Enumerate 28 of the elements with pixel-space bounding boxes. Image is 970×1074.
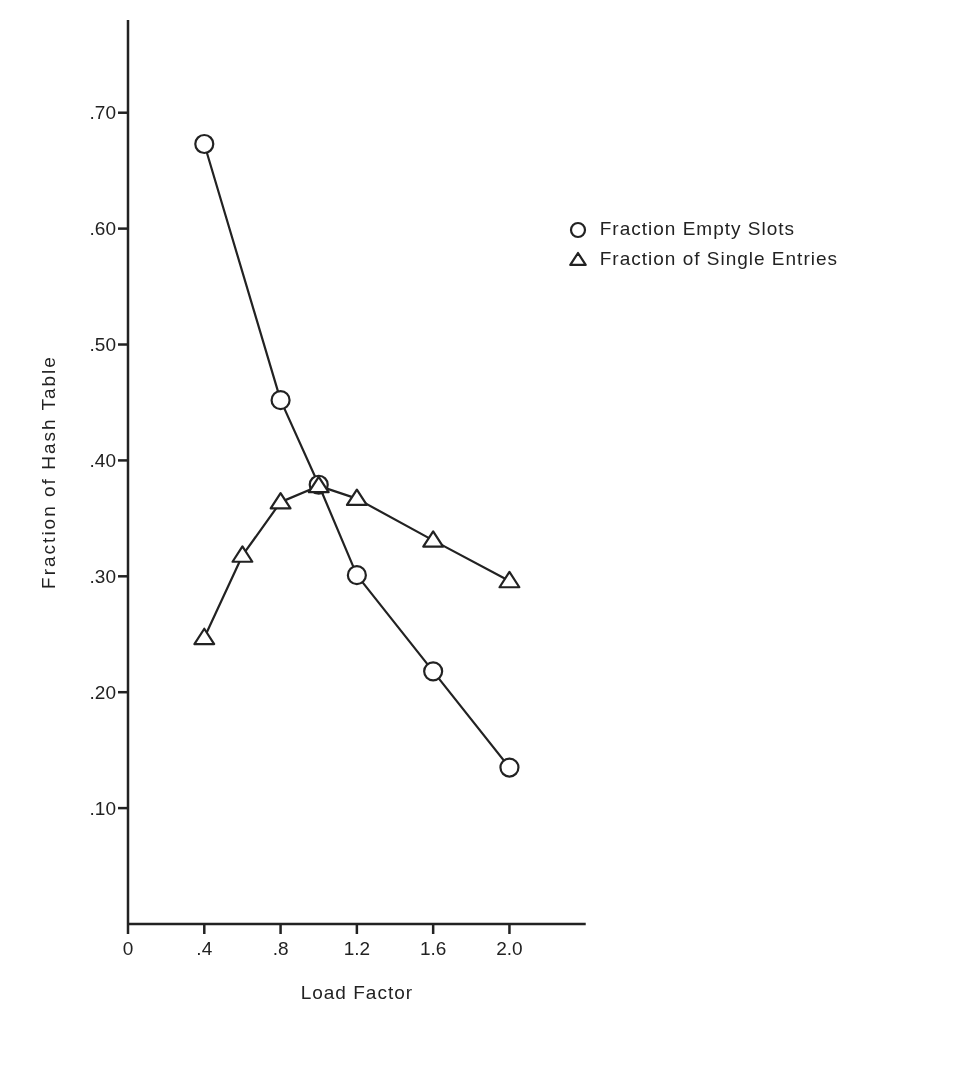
point: [194, 133, 215, 155]
point: [345, 488, 368, 507]
point: [231, 545, 254, 563]
y-axis-title: Fraction of Hash Table: [37, 355, 59, 589]
y-tick-label: .20: [89, 681, 116, 703]
point: [498, 570, 521, 589]
x-tick-label: 1.6: [419, 938, 447, 960]
point: [499, 757, 520, 778]
point: [423, 661, 444, 682]
y-tick-label: .70: [89, 102, 116, 124]
x-tick-label: 2.0: [496, 938, 523, 960]
y-tick-label: .10: [89, 797, 116, 819]
x-tick-label: 0: [122, 938, 134, 960]
x-tick-label: .8: [272, 938, 289, 960]
point: [269, 492, 292, 510]
x-tick-label: .4: [196, 938, 213, 960]
point: [346, 565, 367, 586]
legend-label: Fraction Empty Slots: [599, 218, 796, 240]
y-tick-label: .30: [89, 566, 116, 588]
point: [422, 530, 445, 548]
x-tick-label: 1.2: [343, 938, 371, 960]
y-tick-label: .60: [89, 218, 116, 240]
point: [193, 627, 216, 646]
point: [270, 390, 291, 411]
y-tick-label: .40: [89, 450, 116, 472]
x-axis-title: Load Factor: [300, 982, 414, 1003]
y-tick-label: .50: [89, 334, 116, 356]
legend-label: Fraction of Single Entries: [599, 248, 838, 270]
